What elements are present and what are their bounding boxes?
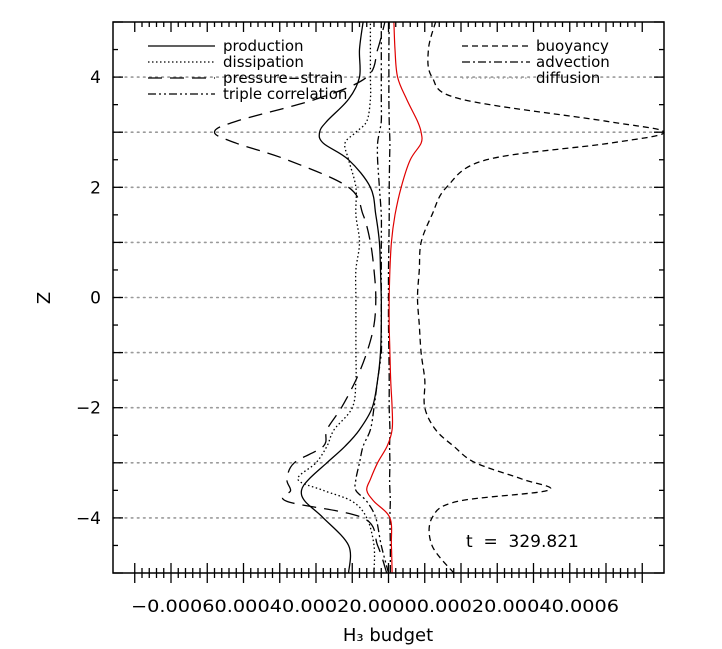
y-tick-label: −2	[76, 399, 101, 419]
legend-label: triple correlation	[223, 85, 347, 103]
legend: productiondissipationpressure−straintrip…	[148, 37, 610, 103]
series-line-dissipation	[297, 22, 376, 574]
series-line-advection	[387, 21, 391, 574]
x-axis-title: H₃ budget	[343, 625, 433, 646]
y-tick-label: 2	[90, 178, 101, 198]
legend-label: diffusion	[536, 69, 600, 87]
series-line-diffusion	[366, 21, 423, 574]
y-tick-label: 4	[90, 68, 101, 88]
series-line-pressure-strain	[213, 21, 388, 574]
legend-label: advection	[536, 53, 610, 71]
axis-ticks	[113, 21, 664, 583]
legend-label: pressure−strain	[223, 69, 343, 87]
series-line-triple-correlation	[354, 22, 390, 574]
series-lines	[213, 21, 665, 574]
y-axis-title: Z	[34, 292, 55, 304]
time-annotation: t = 329.821	[466, 532, 579, 552]
legend-label: production	[223, 37, 304, 55]
y-tick-labels: −4 −2 0 2 4	[76, 68, 101, 529]
legend-label: dissipation	[223, 53, 304, 71]
y-tick-label: −4	[76, 509, 101, 529]
y-tick-label: 0	[90, 289, 101, 309]
legend-label: buoyancy	[536, 37, 609, 55]
x-tick-labels: −0.00060.00040.00020.00000.00020.00040.0…	[131, 597, 619, 617]
series-line-buoyancy	[416, 21, 665, 574]
